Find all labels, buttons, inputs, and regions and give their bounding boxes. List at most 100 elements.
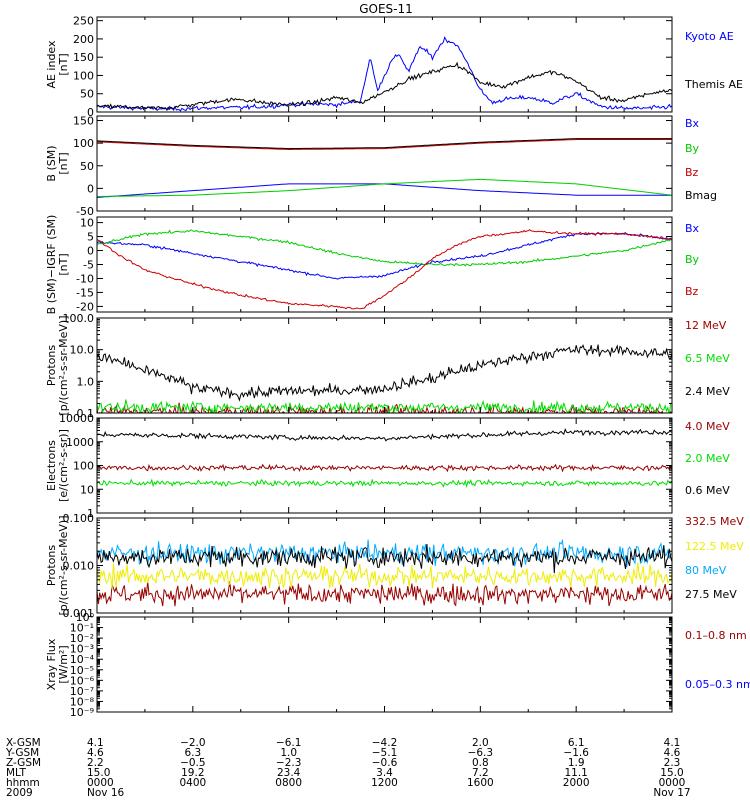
ytick-label-xray-4: 10⁻⁵ <box>70 664 94 677</box>
x-value-z-gsm-2: −2.3 <box>276 757 302 769</box>
legend-bgsm-by: By <box>685 142 700 155</box>
ytick-label-xray-9: 10⁰ <box>76 611 95 624</box>
x-axis-ephemeris-table: X-GSMY-GSMZ-GSMMLThhmm20094.14.62.215.00… <box>5 737 691 799</box>
ytick-label-bgsm-2: 50 <box>80 160 94 173</box>
series-loprot-80-mev <box>97 538 672 568</box>
legend-hiprot-6-5-mev: 6.5 MeV <box>685 352 730 365</box>
ytick-label-bgsm-1: 0 <box>87 182 94 195</box>
ytick-label-electrons-4: 10000 <box>59 412 94 425</box>
ytick-label-hiprot-1: 1.0 <box>77 375 95 388</box>
series-bgsm-bmag <box>97 138 672 150</box>
ytick-label-bresid-3: -5 <box>83 259 94 272</box>
ytick-label-ae-2: 100 <box>73 69 94 82</box>
ylabel-hiprot-1: [p/(cm²-s-sr-MeV)] <box>57 316 70 416</box>
ylabel-electrons-0: Electrons <box>45 440 58 491</box>
legend-xray-0-1-0-8-nm: 0.1–0.8 nm <box>685 629 747 642</box>
x-value-x-gsm-2: −6.1 <box>276 737 302 749</box>
x-value-mlt-1: 19.2 <box>181 767 204 779</box>
x-value-y-gsm-2: 1.0 <box>280 747 297 759</box>
panel-hiprot-frame <box>96 317 673 414</box>
ylabel-ae-0: AE index <box>45 40 58 89</box>
x-value-y-gsm-3: −5.1 <box>372 747 398 759</box>
panel-loprot-data <box>97 538 672 607</box>
ytick-label-bgsm-4: 150 <box>73 115 94 128</box>
legend-bresid-bx: Bx <box>685 222 700 235</box>
ytick-label-loprot-2: 0.100 <box>63 512 95 525</box>
x-value-mlt-5: 11.1 <box>564 767 587 779</box>
ylabel-bgsm-1: [nT] <box>57 152 70 174</box>
ytick-label-xray-5: 10⁻⁴ <box>70 653 95 666</box>
row-label-y-gsm: Y-GSM <box>5 747 39 759</box>
ytick-label-bresid-6: 10 <box>80 217 94 230</box>
series-electrons-0-6-mev <box>97 428 672 442</box>
row-label-mlt: MLT <box>6 767 26 779</box>
x-value-x-gsm-0: 4.1 <box>87 737 104 749</box>
x-value-y-gsm-4: −6.3 <box>468 747 494 759</box>
x-value-mlt-0: 15.0 <box>87 767 110 779</box>
ytick-label-xray-7: 10⁻² <box>70 632 94 645</box>
legend-bgsm-bmag: Bmag <box>685 189 717 202</box>
x-value-z-gsm-1: −0.5 <box>180 757 206 769</box>
panel-bgsm-frame <box>96 115 673 212</box>
panel-xray-frame <box>96 616 673 713</box>
panel-ae-frame <box>96 16 673 113</box>
x-value-x-gsm-4: 2.0 <box>472 737 489 749</box>
series-ae-themis-ae <box>97 61 672 111</box>
ytick-label-loprot-1: 0.010 <box>63 560 95 573</box>
ytick-label-xray-1: 10⁻⁸ <box>70 695 95 708</box>
ytick-label-bresid-2: -10 <box>76 272 94 285</box>
series-loprot-122-5-mev <box>97 562 672 589</box>
ytick-label-electrons-0: 1 <box>87 507 94 520</box>
figure-title: GOES-11 <box>359 2 413 16</box>
legend-loprot-332-5-mev: 332.5 MeV <box>685 515 744 528</box>
ylabel-electrons-1: [e/(cm²-s-sr)] <box>57 429 70 502</box>
panel-bgsm-data <box>97 138 672 198</box>
ytick-label-hiprot-2: 10.0 <box>70 344 95 357</box>
x-value-z-gsm-0: 2.2 <box>87 757 104 769</box>
x-value-2009-6: Nov 17 <box>653 787 690 799</box>
x-value-hhmm-3: 1200 <box>371 777 398 789</box>
series-bresid-bx <box>97 232 672 280</box>
x-value-mlt-4: 7.2 <box>472 767 489 779</box>
ytick-label-bresid-0: -20 <box>76 300 94 313</box>
ylabel-bresid-1: [nT] <box>57 253 70 275</box>
x-value-mlt-2: 23.4 <box>277 767 301 779</box>
panel-hiprot: 0.1 1.0 10.0 100.0 Protons [p/(cm²-s-sr-MeV)]… <box>45 312 730 420</box>
ylabel-loprot-1: [p/(cm²-s-sr-MeV)] <box>57 516 70 616</box>
legend-electrons-0-6-mev: 0.6 MeV <box>685 484 730 497</box>
panel-bresid-frame <box>96 216 673 313</box>
x-value-y-gsm-0: 4.6 <box>87 747 104 759</box>
x-value-y-gsm-5: −1.6 <box>563 747 589 759</box>
x-value-x-gsm-6: 4.1 <box>664 737 681 749</box>
panel-electrons-data <box>97 428 672 489</box>
legend-loprot-122-5-mev: 122.5 MeV <box>685 540 744 553</box>
series-electrons-4-0-mev <box>97 463 672 473</box>
ytick-label-bresid-5: 5 <box>87 231 94 244</box>
ytick-label-bgsm-3: 100 <box>73 137 94 150</box>
ytick-label-ae-4: 200 <box>73 33 94 46</box>
legend-electrons-2-0-mev: 2.0 MeV <box>685 452 730 465</box>
legend-bresid-bz: Bz <box>685 285 699 298</box>
series-electrons-2-0-mev <box>97 478 672 489</box>
ytick-label-xray-2: 10⁻⁷ <box>70 685 94 698</box>
legend-ae-kyoto-ae: Kyoto AE <box>685 30 734 43</box>
panel-electrons: 1 10 100 1000 10000 Electrons [e/(cm²-s-sr)] 4.… <box>45 412 730 520</box>
ytick-label-ae-0: 0 <box>87 106 94 119</box>
ytick-label-ae-1: 50 <box>80 88 94 101</box>
x-value-hhmm-1: 0400 <box>179 777 206 789</box>
ytick-label-xray-6: 10⁻³ <box>70 643 94 656</box>
x-value-y-gsm-1: 6.3 <box>184 747 201 759</box>
x-value-x-gsm-3: −4.2 <box>372 737 398 749</box>
legend-loprot-27-5-mev: 27.5 MeV <box>685 588 737 601</box>
ytick-label-xray-8: 10⁻¹ <box>70 622 94 635</box>
legend-hiprot-12-mev: 12 MeV <box>685 319 727 332</box>
x-value-hhmm-6: 0000 <box>659 777 686 789</box>
series-bresid-bz <box>97 229 672 310</box>
row-label-z-gsm: Z-GSM <box>6 757 41 769</box>
ytick-label-electrons-1: 10 <box>80 483 94 496</box>
ylabel-xray-0: Xray Flux <box>45 638 58 690</box>
